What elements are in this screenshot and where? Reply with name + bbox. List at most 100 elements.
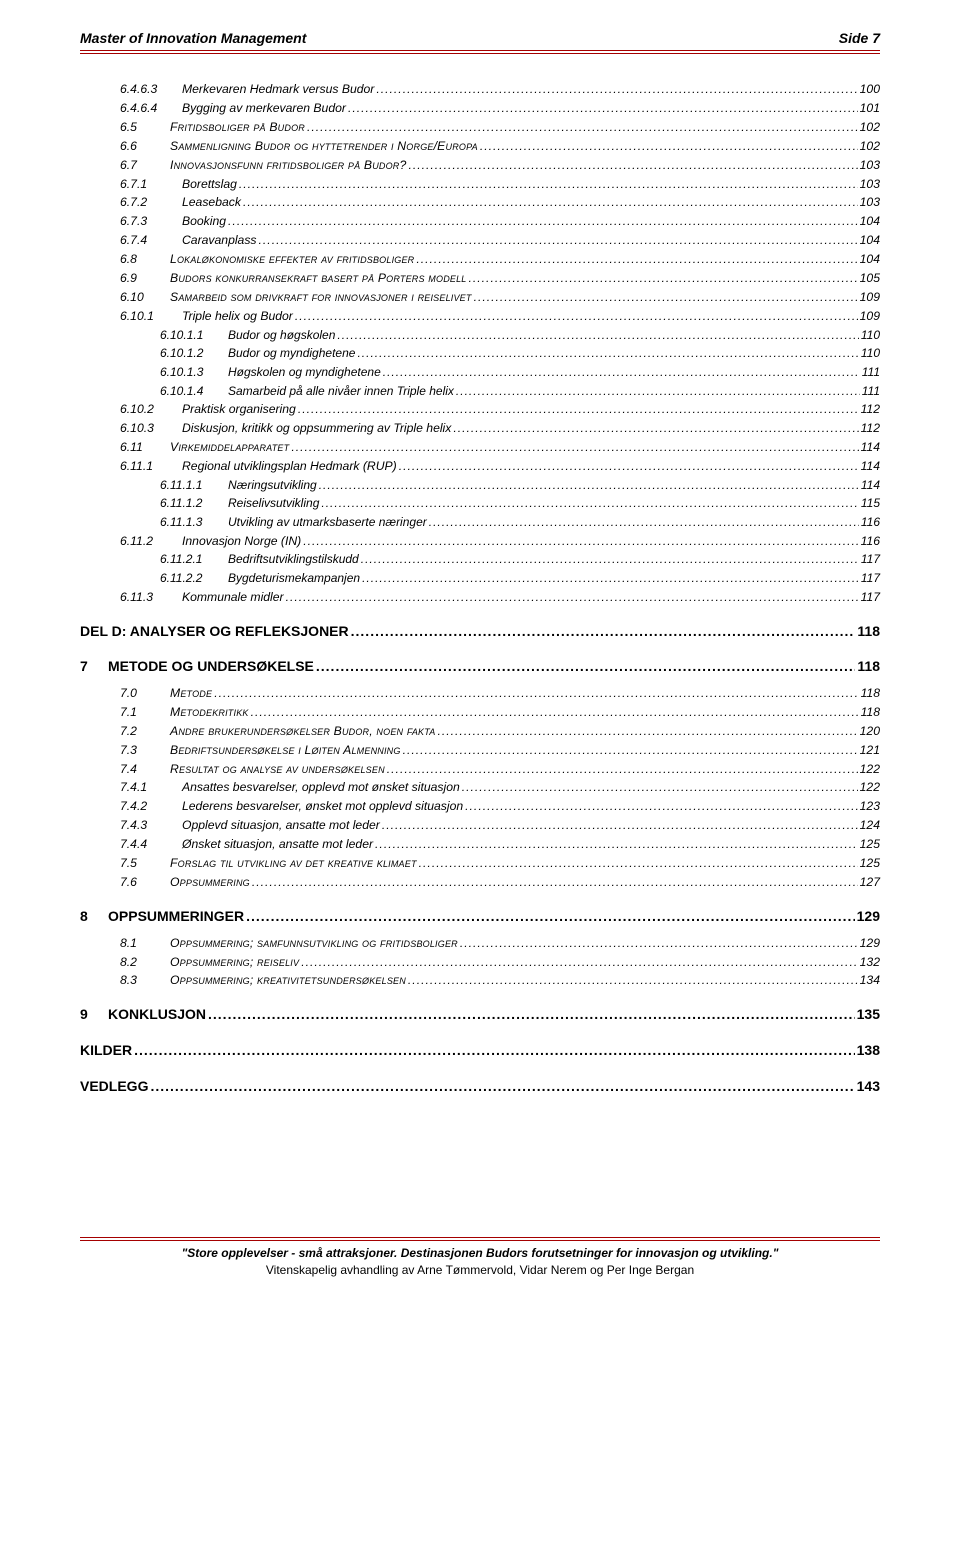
toc-number: 9 <box>80 1004 108 1026</box>
toc-number: 7.2 <box>120 722 170 741</box>
toc-row: 6.10.1.4Samarbeid på alle nivåer innen T… <box>80 382 880 401</box>
toc-label: Metodekritikk <box>170 703 249 722</box>
toc-leader <box>399 457 859 476</box>
toc-page: 114 <box>861 438 880 457</box>
toc-label: Bygging av merkevaren Budor <box>182 99 346 118</box>
toc-number: 6.6 <box>120 137 170 156</box>
toc-leader <box>408 156 857 175</box>
toc-page: 116 <box>861 513 880 532</box>
toc-number: 7.3 <box>120 741 170 760</box>
toc-label: Resultat og analyse av undersøkelsen <box>170 760 385 779</box>
page-number-label: Side 7 <box>839 30 880 46</box>
toc-row: 6.9Budors konkurransekraft basert på Por… <box>80 269 880 288</box>
toc-number: 6.7.1 <box>120 175 182 194</box>
toc-row: 7.2Andre brukerundersøkelser Budor, noen… <box>80 722 880 741</box>
toc-page: 103 <box>860 156 880 175</box>
toc-number: 7.4.1 <box>120 778 182 797</box>
toc-page: 118 <box>857 656 880 678</box>
toc-leader <box>419 854 858 873</box>
toc-number: 7.4.2 <box>120 797 182 816</box>
toc-row: 7.6Oppsummering127 <box>80 873 880 892</box>
toc-leader <box>150 1076 854 1098</box>
toc-page: 116 <box>861 532 880 551</box>
toc-row: 8.2Oppsummering; reiseliv132 <box>80 953 880 972</box>
toc-leader <box>243 193 858 212</box>
toc-label: Budor og myndighetene <box>228 344 355 363</box>
toc-page: 104 <box>860 231 880 250</box>
toc-label: Innovasjon Norge (IN) <box>182 532 301 551</box>
toc-number: 6.11.2.2 <box>160 569 228 588</box>
toc-leader <box>214 684 858 703</box>
toc-row: 6.10.2Praktisk organisering112 <box>80 400 880 419</box>
toc-label: Samarbeid på alle nivåer innen Triple he… <box>228 382 454 401</box>
toc-leader <box>383 363 860 382</box>
toc-leader <box>316 656 856 678</box>
toc-page: 132 <box>860 953 880 972</box>
toc-number: 6.4.6.4 <box>120 99 182 118</box>
toc-number: 6.4.6.3 <box>120 80 182 99</box>
toc-row: 6.11.3Kommunale midler117 <box>80 588 880 607</box>
toc-row: 8OPPSUMMERINGER129 <box>80 906 880 928</box>
toc-label: Høgskolen og myndighetene <box>228 363 381 382</box>
toc-number: 6.5 <box>120 118 170 137</box>
toc-label: Samarbeid som drivkraft for innovasjoner… <box>170 288 472 307</box>
toc-label: Regional utviklingsplan Hedmark (RUP) <box>182 457 397 476</box>
toc-row: 7.4.3Opplevd situasjon, ansatte mot lede… <box>80 816 880 835</box>
toc-leader <box>348 99 858 118</box>
toc-number: 6.10.1.3 <box>160 363 228 382</box>
toc-number: 6.11.1.2 <box>160 494 228 513</box>
page-footer: "Store opplevelser - små attraksjoner. D… <box>80 1241 880 1279</box>
toc-number: 6.10.1.1 <box>160 326 228 345</box>
toc-leader <box>246 906 855 928</box>
toc-label: Andre brukerundersøkelser Budor, noen fa… <box>170 722 436 741</box>
toc-number: 6.9 <box>120 269 170 288</box>
toc-row: 6.6Sammenligning Budor og hyttetrender i… <box>80 137 880 156</box>
toc-page: 123 <box>860 797 880 816</box>
toc-number: 6.11.2.1 <box>160 550 228 569</box>
toc-page: 105 <box>860 269 880 288</box>
toc-page: 109 <box>860 307 880 326</box>
toc-leader <box>429 513 859 532</box>
toc-page: 102 <box>860 118 880 137</box>
toc-page: 118 <box>857 621 880 643</box>
toc-page: 111 <box>862 363 880 382</box>
toc-label: Ansattes besvarelser, opplevd mot ønsket… <box>182 778 460 797</box>
toc-number: 8 <box>80 906 108 928</box>
toc-number: 6.10 <box>120 288 170 307</box>
toc-label: DEL D: ANALYSER OG REFLEKSJONER <box>80 621 349 643</box>
toc-row: 6.8Lokaløkonomiske effekter av fritidsbo… <box>80 250 880 269</box>
toc-label: Borettslag <box>182 175 237 194</box>
toc-number: 6.11.1 <box>120 457 182 476</box>
toc-page: 112 <box>861 400 880 419</box>
toc-row: 7.4.4Ønsket situasjon, ansatte mot leder… <box>80 835 880 854</box>
toc-row: 6.5Fritidsboliger på Budor102 <box>80 118 880 137</box>
toc-page: 121 <box>860 741 880 760</box>
toc-page: 129 <box>860 934 880 953</box>
toc-leader <box>465 797 858 816</box>
toc-page: 110 <box>861 326 880 345</box>
toc-label: Budors konkurransekraft basert på Porter… <box>170 269 467 288</box>
toc-page: 104 <box>860 212 880 231</box>
toc-row: 9KONKLUSJON135 <box>80 1004 880 1026</box>
toc-label: Kommunale midler <box>182 588 284 607</box>
toc-leader <box>295 307 858 326</box>
toc-leader <box>362 569 859 588</box>
toc-row: KILDER138 <box>80 1040 880 1062</box>
toc-row: 6.4.6.4Bygging av merkevaren Budor 101 <box>80 99 880 118</box>
toc-leader <box>301 953 857 972</box>
toc-leader <box>291 438 858 457</box>
toc-row: DEL D: ANALYSER OG REFLEKSJONER 118 <box>80 621 880 643</box>
toc-label: KONKLUSJON <box>108 1004 206 1026</box>
toc-page: 100 <box>860 80 880 99</box>
toc-row: 7.5Forslag til utvikling av det kreative… <box>80 854 880 873</box>
toc-row: 6.7.2Leaseback103 <box>80 193 880 212</box>
footer-quote: "Store opplevelser - små attraksjoner. D… <box>80 1245 880 1262</box>
toc-row: 6.11.1.3Utvikling av utmarksbaserte næri… <box>80 513 880 532</box>
toc-number: 6.7.3 <box>120 212 182 231</box>
toc-leader <box>456 382 860 401</box>
toc-leader <box>239 175 858 194</box>
toc-page: 118 <box>861 684 880 703</box>
toc-leader <box>208 1004 855 1026</box>
toc-leader <box>252 873 858 892</box>
toc-page: 101 <box>860 99 880 118</box>
